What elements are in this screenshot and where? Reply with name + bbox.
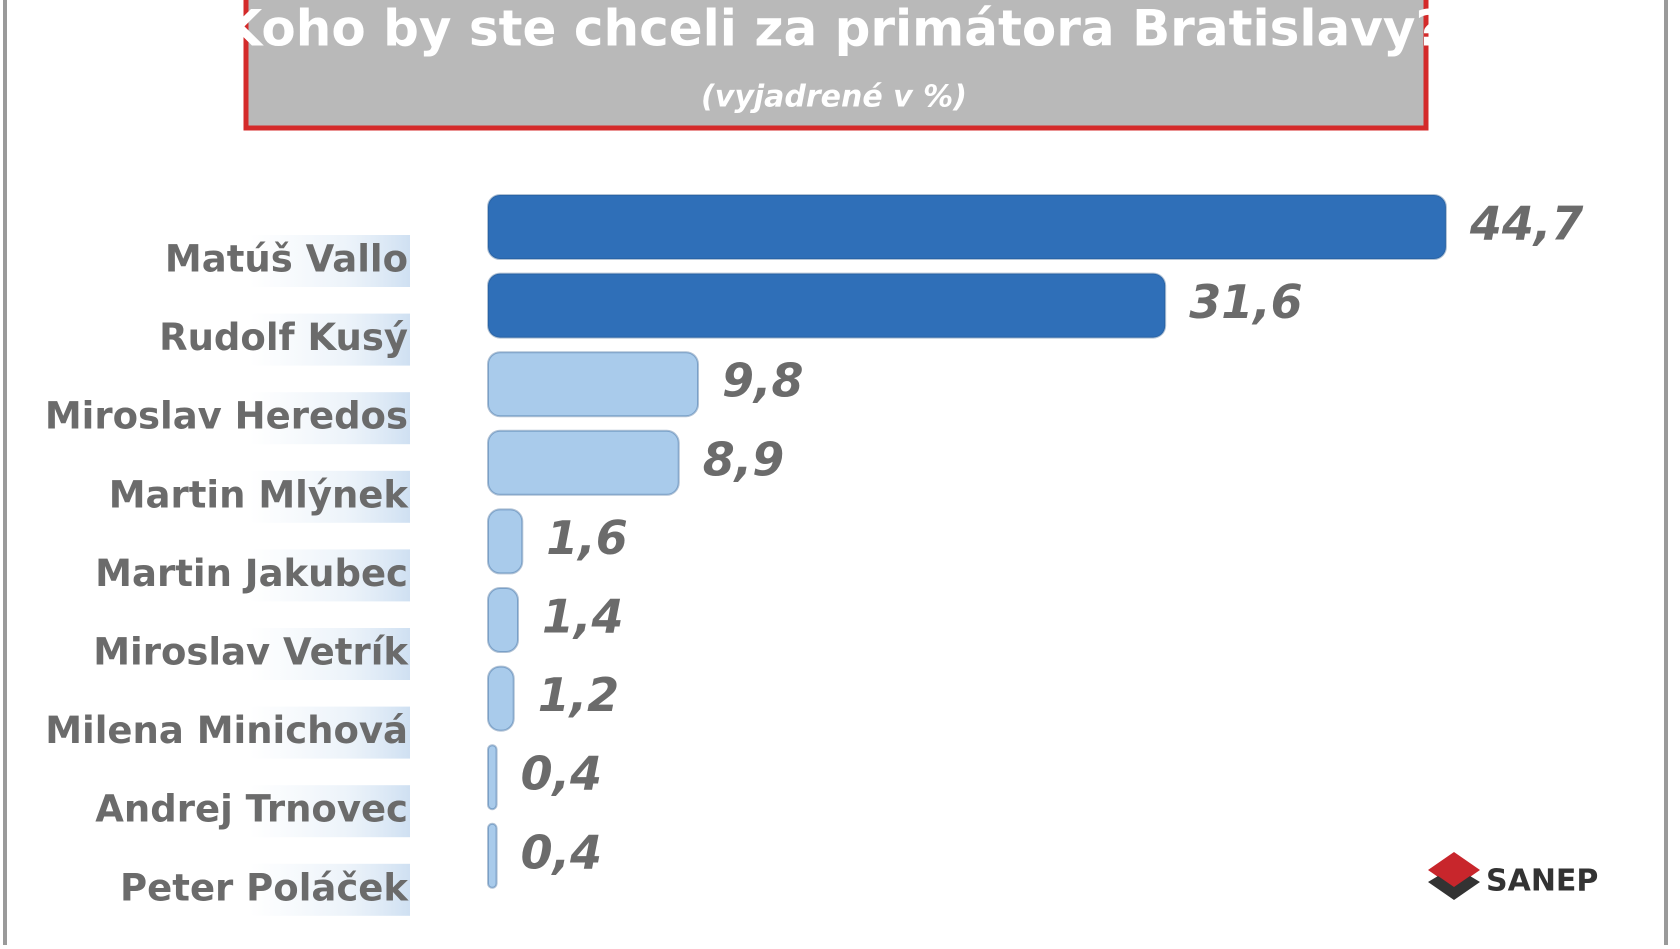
category-label: Matúš Vallo	[165, 238, 408, 281]
bar	[487, 194, 1447, 260]
category-label-bg	[250, 706, 410, 759]
category-label: Rudolf Kusý	[159, 316, 408, 359]
category-label-bg	[250, 235, 410, 287]
value-label: 0,4	[521, 825, 603, 879]
bar	[487, 744, 498, 811]
category-label: Peter Poláček	[120, 866, 409, 909]
value-label: 1,6	[546, 511, 628, 565]
category-label-bg	[250, 313, 410, 366]
category-label-bg	[250, 628, 410, 680]
logo-mark	[1428, 876, 1480, 900]
bar	[487, 351, 700, 418]
title-box	[243, 0, 1429, 131]
value-label: 44,7	[1469, 197, 1584, 251]
category-label: Andrej Trnovec	[95, 788, 408, 831]
category-label-bg	[250, 470, 410, 523]
logo: SANEP	[1428, 852, 1598, 900]
value-label: 8,9	[703, 432, 785, 486]
bar	[487, 272, 1167, 339]
value-label: 1,2	[538, 668, 620, 722]
bar	[487, 429, 680, 496]
bar	[487, 822, 498, 889]
bar	[487, 665, 515, 732]
category-label-bg	[250, 392, 410, 445]
bar	[487, 587, 520, 653]
value-label: 0,4	[521, 747, 603, 801]
value-label: 31,6	[1189, 275, 1303, 329]
category-label: Martin Jakubec	[95, 552, 408, 595]
category-label: Martin Mlýnek	[109, 473, 410, 516]
category-label: Milena Minichová	[45, 709, 408, 752]
value-label: 1,4	[542, 590, 624, 644]
logo-text: SANEP	[1486, 864, 1598, 899]
category-label-bg	[250, 549, 410, 602]
chart-subtitle: (vyjadrené v %)	[701, 80, 967, 115]
chart-title: Koho by ste chceli za primátora Bratisla…	[224, 0, 1445, 58]
bar	[487, 508, 524, 575]
category-label: Miroslav Vetrík	[93, 631, 409, 674]
category-label: Miroslav Heredos	[45, 395, 408, 438]
category-label-bg	[250, 863, 410, 916]
category-label-bg	[250, 785, 410, 838]
value-label: 9,8	[722, 354, 804, 408]
